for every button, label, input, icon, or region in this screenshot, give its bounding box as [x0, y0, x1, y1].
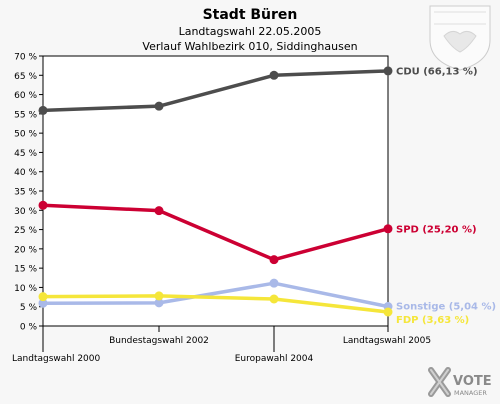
logo-brand-vote: VOTE: [453, 374, 492, 389]
data-point: [383, 66, 393, 76]
series-layer: CDU (66,13 %) SPD (25,20 %) Sonstige (5,04…: [38, 66, 496, 326]
data-point: [269, 294, 279, 304]
y-tick-label: 65 %: [14, 72, 37, 82]
data-point: [154, 101, 164, 111]
y-tick-label: 30 %: [14, 207, 37, 217]
x-tick-label: Landtagswahl 2005: [343, 336, 431, 346]
x-tick-label: Europawahl 2004: [235, 354, 314, 364]
series-line: [41, 69, 390, 113]
series-end-label: Sonstige (5,04 %): [396, 302, 496, 313]
series-line: [41, 281, 390, 309]
votemanager-logo: VOTE MANAGER: [428, 367, 492, 397]
x-axis: Landtagswahl 2000 Bundestagswahl 2002 Euro…: [12, 326, 431, 364]
chart-title: Stadt Büren: [203, 7, 298, 23]
series-end-label: SPD (25,20 %): [396, 224, 477, 235]
y-tick-label: 15 %: [14, 265, 37, 275]
series-sonstige: Sonstige (5,04 %): [38, 278, 496, 313]
series-end-label: FDP (3,63 %): [396, 315, 469, 326]
chart-subtitle-date: Landtagswahl 22.05.2005: [179, 25, 322, 38]
y-tick-label: 10 %: [14, 284, 37, 294]
y-tick-label: 40 %: [14, 168, 37, 178]
logo-brand-manager: MANAGER: [454, 389, 487, 397]
data-point: [38, 200, 48, 210]
y-tick-label: 35 %: [14, 188, 37, 198]
y-tick-label: 20 %: [14, 245, 37, 255]
data-point: [154, 291, 164, 301]
data-point: [383, 224, 393, 234]
series-spd: SPD (25,20 %): [38, 200, 477, 265]
x-tick-label: Bundestagswahl 2002: [109, 336, 209, 346]
data-point: [269, 278, 279, 288]
series-line: [41, 203, 390, 262]
plot-area: [42, 55, 389, 327]
vote-x-icon: [428, 367, 451, 397]
y-tick-label: 25 %: [14, 226, 37, 236]
series-line: [41, 294, 390, 314]
coat-of-arms-icon: [429, 5, 491, 71]
series-cdu: CDU (66,13 %): [38, 66, 478, 115]
chart-subtitle-district: Verlauf Wahlbezirk 010, Siddinghausen: [142, 40, 357, 53]
data-point: [269, 255, 279, 265]
y-tick-label: 60 %: [14, 91, 37, 101]
y-tick-label: 5 %: [20, 303, 38, 313]
y-tick-label: 0 %: [20, 323, 38, 333]
y-tick-label: 55 %: [14, 110, 37, 120]
y-axis: 0 % 5 % 10 % 15 % 20 % 25 % 30 % 35 % 40 % 45 % 50…: [14, 53, 43, 333]
data-point: [38, 105, 48, 115]
data-point: [269, 70, 279, 80]
data-point: [38, 298, 48, 308]
data-point: [154, 298, 164, 308]
data-point: [38, 292, 48, 302]
data-point: [154, 206, 164, 216]
y-tick-label: 50 %: [14, 130, 37, 140]
data-point: [383, 307, 393, 317]
y-tick-label: 70 %: [14, 53, 37, 63]
x-tick-label: Landtagswahl 2000: [12, 354, 101, 364]
y-tick-label: 45 %: [14, 149, 37, 159]
series-fdp: FDP (3,63 %): [38, 291, 469, 326]
series-end-label: CDU (66,13 %): [396, 66, 478, 77]
